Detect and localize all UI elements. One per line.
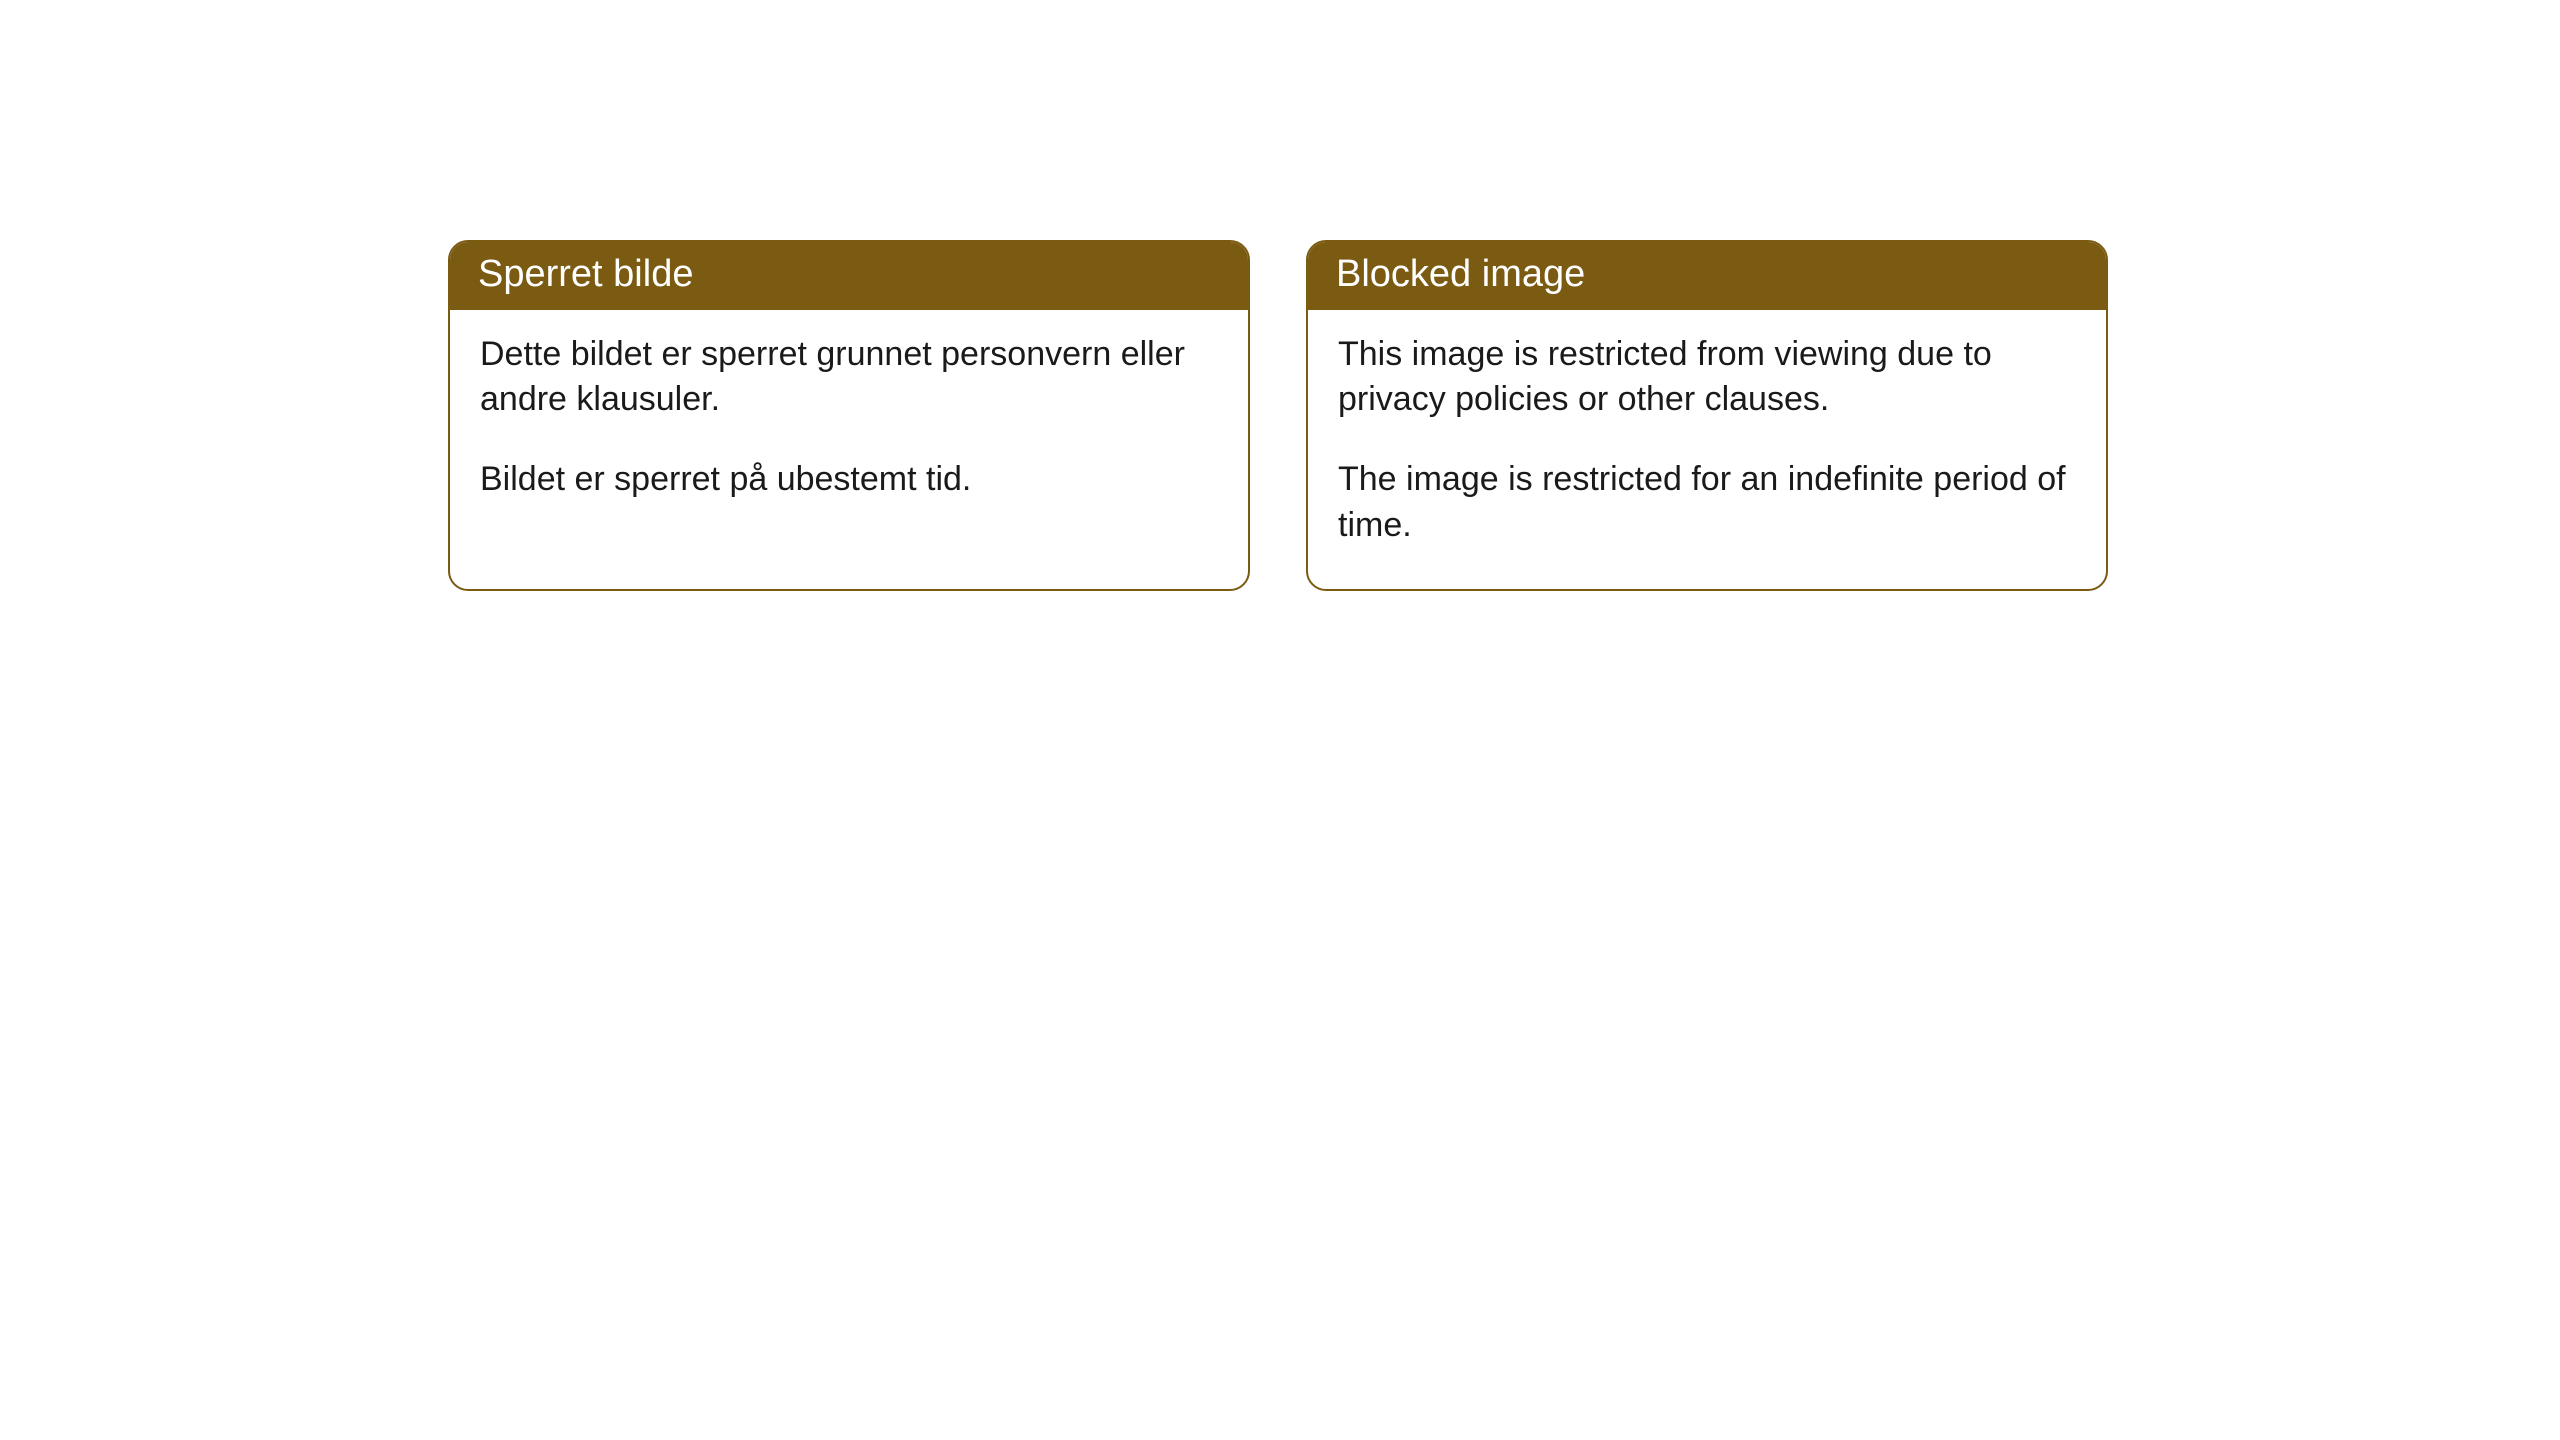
notice-text: Dette bildet er sperret grunnet personve…	[480, 332, 1218, 424]
notice-card-header: Sperret bilde	[450, 242, 1248, 310]
notice-card-header: Blocked image	[1308, 242, 2106, 310]
notice-card-en: Blocked image This image is restricted f…	[1306, 240, 2108, 591]
notice-text: Bildet er sperret på ubestemt tid.	[480, 457, 1218, 503]
notice-card-no: Sperret bilde Dette bildet er sperret gr…	[448, 240, 1250, 591]
notice-text: This image is restricted from viewing du…	[1338, 332, 2076, 424]
notice-card-body: Dette bildet er sperret grunnet personve…	[450, 310, 1248, 544]
notice-card-body: This image is restricted from viewing du…	[1308, 310, 2106, 590]
notice-cards-container: Sperret bilde Dette bildet er sperret gr…	[448, 240, 2560, 591]
notice-text: The image is restricted for an indefinit…	[1338, 457, 2076, 549]
